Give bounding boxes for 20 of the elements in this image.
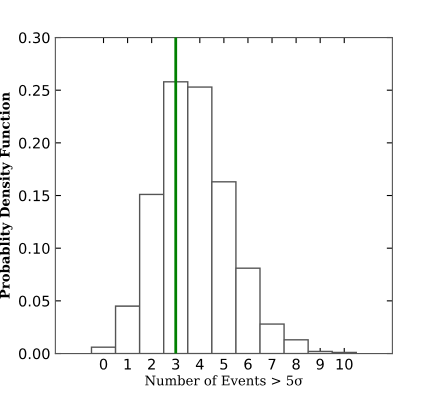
y-tick-label: 0.20 — [19, 138, 50, 149]
x-tick-label: 6 — [244, 358, 252, 370]
x-tick-label: 8 — [292, 358, 300, 370]
y-tick-label: 0.15 — [19, 190, 50, 202]
y-tick-label: 0.00 — [19, 348, 50, 360]
x-tick-label: 3 — [172, 358, 180, 370]
x-tick-label: 5 — [220, 358, 228, 370]
y-axis-title: Probablity Density Function — [0, 92, 12, 298]
x-axis-title: Number of Events > 5σ — [145, 375, 303, 386]
x-tick-label: 1 — [124, 358, 131, 370]
y-tick-label: 0.30 — [19, 32, 50, 44]
x-tick-label: 0 — [100, 358, 108, 370]
y-tick-label: 0.05 — [19, 296, 50, 307]
y-tick-label: 0.25 — [19, 84, 50, 96]
y-tick-label: 0.10 — [19, 242, 50, 254]
x-tick-label: 7 — [268, 358, 276, 370]
x-tick-label: 2 — [148, 358, 155, 370]
x-tick-label: 4 — [196, 358, 204, 370]
x-tick-label: 9 — [316, 358, 324, 370]
x-tick-label: 10 — [336, 358, 353, 370]
